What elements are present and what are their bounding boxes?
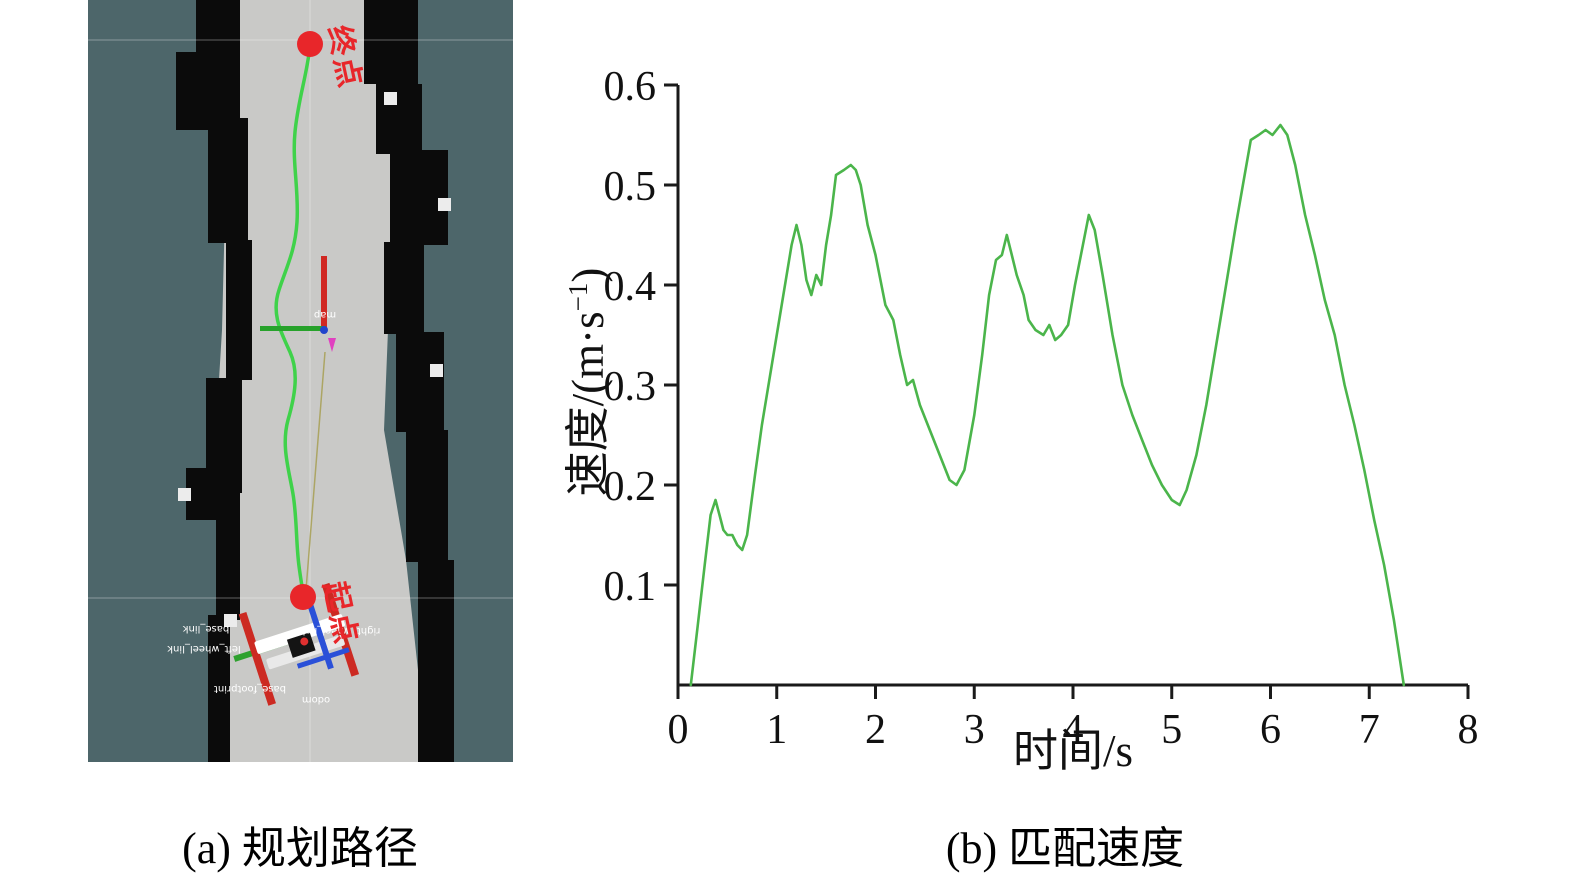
- caption-panel-b: (b) 匹配速度: [945, 824, 1185, 873]
- left-wall-obstacles: [176, 0, 252, 762]
- x-tick-label: 6: [1260, 707, 1281, 753]
- robot-blue-axis: [296, 647, 350, 669]
- robot-red-bar-left: [238, 611, 276, 706]
- start-point-marker: [290, 584, 316, 610]
- y-axis-label-text: 速度/(m·s: [563, 311, 613, 497]
- x-axis-label: 时间/s: [1012, 726, 1133, 776]
- x-tick-label: 5: [1161, 707, 1182, 753]
- map-frame-axes: map: [260, 256, 336, 352]
- y-tick-label: 0.1: [604, 564, 657, 610]
- x-tick-label: 8: [1458, 707, 1479, 753]
- map-canvas: map base_link left_wheel_link right_whee…: [88, 0, 513, 762]
- end-point-marker: [297, 31, 323, 57]
- robot-chassis-top: [254, 614, 345, 654]
- y-tick-label: 0.3: [604, 364, 657, 410]
- robot-blue-bar: [305, 599, 334, 670]
- robot-model: [233, 582, 360, 706]
- frame-label-base-footprint: base_footprint: [214, 683, 286, 694]
- x-tick-label: 4: [1063, 707, 1084, 753]
- frame-x-axis: [321, 256, 327, 330]
- robot-wheel: [286, 632, 316, 658]
- x-tick-label: 1: [766, 707, 787, 753]
- velocity-chart: 0.1 0.2 0.3 0.4 0.5 0.6 0 1 2 3 4 5 6 7 8: [604, 64, 1479, 753]
- x-tick-label: 2: [865, 707, 886, 753]
- map-light-cells: [178, 92, 451, 627]
- caption-panel-a: (a) 规划路径: [182, 824, 418, 873]
- x-tick-label: 7: [1359, 707, 1380, 753]
- y-tick-label: 0.4: [604, 264, 657, 310]
- y-tick-label: 0.5: [604, 164, 657, 210]
- y-tick-label: 0.6: [604, 64, 657, 110]
- velocity-line: [689, 123, 1406, 687]
- frame-label-odom: odom: [302, 694, 330, 705]
- robot-red-bar-right: [321, 582, 360, 677]
- map-frame-label: map: [314, 309, 336, 320]
- pose-arrow-marker: [328, 338, 336, 352]
- corridor-free-space: [212, 0, 428, 762]
- odometry-line: [305, 351, 326, 591]
- y-tick-label: 0.2: [604, 464, 657, 510]
- robot-center-dot: [300, 637, 309, 646]
- frame-label-base-link: base_link: [183, 623, 230, 634]
- tf-frame-labels: base_link left_wheel_link right_wheel_li…: [167, 623, 380, 705]
- planned-path: [274, 44, 312, 598]
- frame-y-axis: [260, 326, 326, 331]
- frame-label-right-wheel: right_wheel_link: [299, 625, 380, 636]
- right-wall-obstacles: [364, 0, 454, 762]
- x-tick-label: 0: [668, 707, 689, 753]
- x-tick-label: 3: [964, 707, 985, 753]
- y-axis-label-sup: −1: [563, 282, 593, 312]
- path-planning-map: map base_link left_wheel_link right_whee…: [88, 0, 513, 762]
- y-axis-label: 速度/(m·s−1): [551, 162, 613, 602]
- frame-label-left-wheel: left_wheel_link: [167, 643, 241, 654]
- y-axis-label-suffix: ): [563, 267, 613, 283]
- frame-origin-dot: [320, 326, 328, 334]
